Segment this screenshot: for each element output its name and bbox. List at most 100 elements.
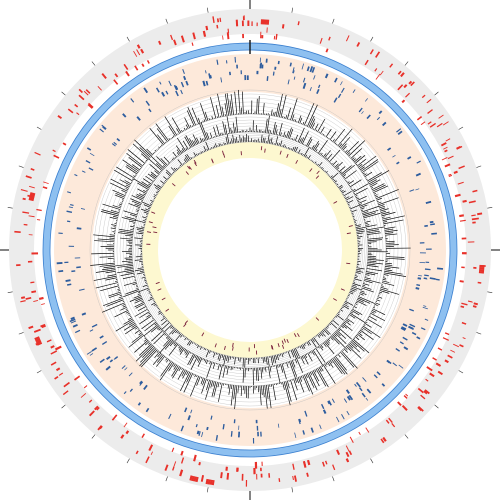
histogram-bar-track-2	[280, 363, 284, 373]
reverse-feature	[358, 107, 363, 113]
histogram-bar-track-1	[158, 146, 161, 149]
forward-feature	[440, 142, 447, 147]
histogram-bar-track-1	[95, 269, 116, 273]
histogram-bar-track-2	[329, 162, 332, 164]
histogram-bar-track-3	[355, 224, 362, 227]
histogram-bar-track-3	[299, 345, 302, 349]
reverse-feature	[304, 410, 308, 417]
histogram-bar-track-2	[307, 352, 313, 362]
forward-feature	[447, 354, 453, 359]
histogram-bar-track-1	[370, 312, 385, 322]
histogram-bar-track-1	[139, 343, 152, 356]
histogram-bar-track-3	[234, 138, 236, 144]
forward-feature	[170, 34, 174, 41]
reverse-feature	[272, 71, 275, 76]
histogram-bar-track-1	[342, 145, 347, 151]
grid-ring-1	[97, 97, 403, 403]
reverse-feature	[220, 77, 223, 83]
histogram-bar-track-1	[128, 157, 143, 168]
histogram-bar-track-1	[385, 240, 395, 243]
histogram-bar-track-1	[115, 193, 125, 198]
histogram-bar-track-2	[365, 223, 368, 225]
histogram-bar-track-2	[319, 345, 324, 351]
histogram-bar-track-1	[333, 128, 346, 144]
reverse-feature	[128, 372, 133, 377]
minor-tick	[487, 206, 493, 209]
histogram-bar-track-2	[357, 200, 360, 203]
forward-feature	[31, 290, 37, 294]
histogram-bar-track-3	[272, 355, 275, 363]
reverse-feature	[105, 365, 111, 371]
histogram-bar-track-1	[126, 184, 130, 188]
reverse-feature	[187, 415, 191, 421]
histogram-bar-track-1	[326, 137, 329, 139]
histogram-bar-track-2	[123, 281, 137, 286]
histogram-bar-track-3	[150, 199, 154, 203]
histogram-bar-track-3	[344, 300, 354, 306]
histogram-bar-track-3	[335, 182, 337, 185]
histogram-bar-track-3	[344, 302, 348, 305]
reverse-feature	[181, 81, 185, 88]
forward-feature	[292, 475, 294, 481]
histogram-bar-track-3	[236, 137, 238, 143]
reverse-feature	[411, 331, 417, 336]
histogram-bar-track-2	[182, 140, 189, 150]
histogram-bar-track-2	[362, 209, 379, 216]
histogram-bar-track-3	[148, 292, 151, 294]
reverse-feature	[58, 270, 64, 273]
histogram-bar-track-3	[205, 141, 210, 151]
histogram-bar-track-2	[196, 356, 200, 361]
histogram-bar-track-1	[283, 381, 291, 406]
histogram-bar-track-3	[177, 331, 180, 334]
reverse-feature	[429, 220, 434, 224]
histogram-bar-track-2	[332, 334, 346, 348]
forward-feature	[28, 185, 35, 189]
inner-marker	[296, 333, 300, 338]
forward-feature	[78, 88, 83, 94]
histogram-bar-track-2	[124, 257, 133, 259]
forward-feature	[21, 296, 26, 299]
forward-feature	[205, 25, 209, 31]
histogram-bar-track-3	[287, 350, 291, 359]
histogram-bar-track-1	[94, 240, 115, 243]
forward-feature	[192, 32, 196, 40]
histogram-bar-track-2	[321, 154, 324, 157]
histogram-bar-track-3	[213, 145, 216, 148]
histogram-bar-track-1	[177, 133, 179, 135]
histogram-bar-track-1	[183, 127, 186, 131]
forward-feature	[435, 362, 442, 367]
histogram-bar-track-2	[125, 258, 133, 261]
histogram-bar-track-1	[171, 117, 182, 133]
histogram-bar-track-1	[132, 143, 150, 159]
histogram-bar-track-3	[344, 196, 350, 200]
histogram-bar-track-2	[357, 297, 371, 304]
histogram-bar-track-2	[230, 127, 232, 134]
histogram-bar-track-3	[162, 314, 164, 316]
inner-marker	[281, 344, 285, 349]
histogram-bar-track-3	[178, 332, 181, 335]
inner-marker	[270, 345, 273, 350]
reverse-feature	[139, 381, 144, 386]
histogram-bar-track-3	[314, 161, 317, 164]
histogram-bar-track-3	[136, 227, 145, 230]
histogram-bar-track-2	[366, 232, 381, 235]
histogram-bar-track-1	[118, 296, 123, 299]
histogram-bar-track-1	[208, 118, 210, 121]
histogram-bar-track-2	[334, 332, 347, 345]
histogram-bar-track-1	[102, 267, 116, 271]
forward-feature	[374, 68, 378, 72]
histogram-bar-track-2	[178, 346, 183, 351]
histogram-bar-track-1	[132, 164, 141, 171]
forward-feature	[200, 474, 205, 482]
histogram-bar-track-1	[382, 215, 405, 221]
histogram-bar-track-3	[172, 173, 174, 175]
histogram-bar-track-1	[334, 355, 347, 371]
histogram-bar-track-2	[156, 156, 167, 167]
forward-feature	[25, 175, 32, 179]
histogram-bar-track-2	[261, 367, 264, 373]
histogram-bar-track-1	[194, 374, 197, 378]
histogram-bar-track-1	[128, 334, 145, 348]
histogram-bar-track-1	[351, 339, 365, 352]
histogram-bar-track-2	[344, 170, 357, 180]
histogram-bar-track-1	[117, 288, 120, 290]
